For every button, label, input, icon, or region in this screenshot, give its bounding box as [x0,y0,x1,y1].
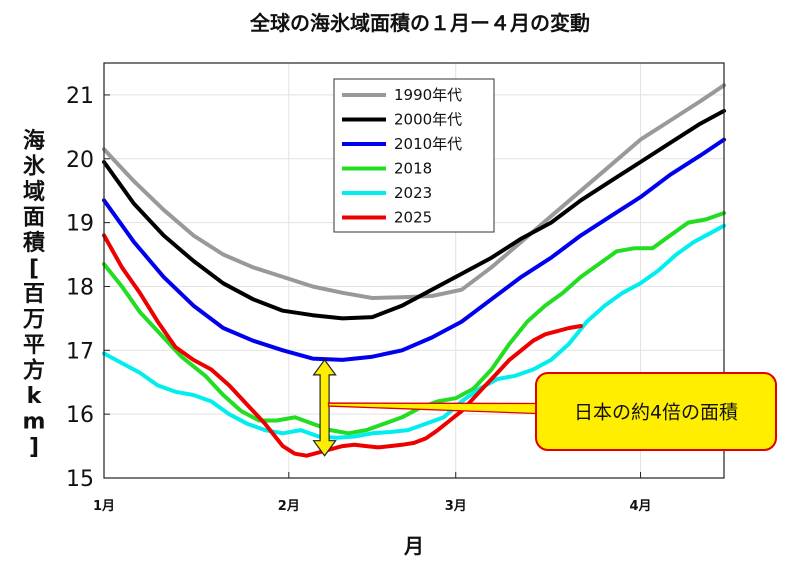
legend-box [333,78,495,233]
legend-label: 2000年代 [394,111,462,129]
legend-label: 2010年代 [394,135,462,153]
y-tick-label: 21 [66,84,94,109]
y-axis-label-char: [ [29,257,39,282]
y-axis-label-char: 方 [23,358,45,384]
double-arrow-icon [312,358,337,457]
x-tick-label: 3月 [445,499,467,514]
y-axis-label-char: ] [29,435,39,460]
y-axis-label-char: 積 [23,231,46,256]
y-axis-label-char: m [23,410,46,435]
legend: 1990年代 2000年代 2010年代 2018 2023 2025 [333,78,495,233]
y-axis-label-char: 海 [23,128,45,154]
y-tick-label: 16 [66,403,94,428]
series-line-2 [102,137,726,362]
y-axis-label-char: 面 [23,206,45,231]
y-tick-label: 18 [66,275,94,300]
x-tick-label: 4月 [630,499,652,514]
area-annotation: 日本の約4倍の面積 [312,358,777,457]
legend-label: 2025 [394,209,432,227]
y-tick-label: 15 [66,467,94,492]
y-tick-label: 19 [66,212,94,237]
series-line-1 [102,108,726,321]
x-axis-label: 月 [403,534,424,558]
x-tick-label: 1月 [93,499,115,514]
chart-title: 全球の海氷域面積の１月ー４月の変動 [249,11,590,35]
y-axis-ticks: 15 16 17 18 19 20 21 [66,84,110,492]
y-tick-label: 17 [66,339,94,364]
callout-box [535,372,777,451]
y-axis-label-char: 氷 [23,155,46,180]
y-axis-label-char: 平 [23,333,45,358]
plot-frame [103,62,725,479]
y-axis-label-char: 域 [23,179,45,205]
callout-text: 日本の約4倍の面積 [574,402,738,424]
y-axis-label-char: 百 [23,282,45,307]
y-axis-label-char: k [27,384,43,409]
series-line-4 [102,223,726,440]
legend-label: 2023 [394,184,432,202]
y-tick-label: 20 [66,148,94,173]
series-line-5 [102,233,583,458]
x-axis-ticks: 1月 2月 3月 4月 [93,472,652,514]
legend-label: 1990年代 [394,86,462,104]
y-axis-label-char: 万 [22,308,45,333]
x-tick-label: 2月 [278,499,300,514]
legend-label: 2018 [394,160,432,178]
